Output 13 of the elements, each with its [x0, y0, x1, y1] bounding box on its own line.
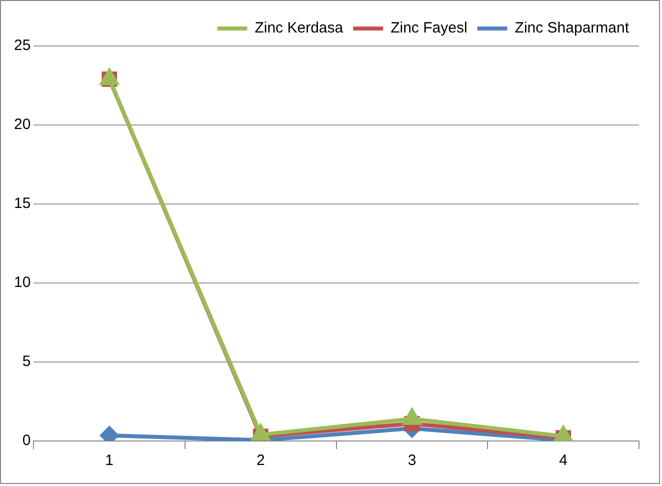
legend-label: Zinc Fayesl	[390, 20, 468, 37]
x-tick-label: 4	[559, 452, 568, 470]
y-tick-label: 10	[14, 274, 31, 292]
legend-label: Zinc Kerdasa	[254, 20, 344, 37]
x-tick-label: 1	[105, 452, 114, 470]
y-tick-label: 0	[22, 432, 31, 450]
y-tick-label: 15	[14, 195, 31, 212]
y-tick-label: 20	[14, 116, 31, 134]
y-tick-label: 25	[14, 37, 31, 54]
legend-label: Zinc Shaparmant	[514, 20, 630, 37]
x-tick-label: 2	[256, 452, 265, 470]
y-tick-label: 5	[22, 353, 31, 370]
x-tick-label: 3	[408, 452, 416, 470]
